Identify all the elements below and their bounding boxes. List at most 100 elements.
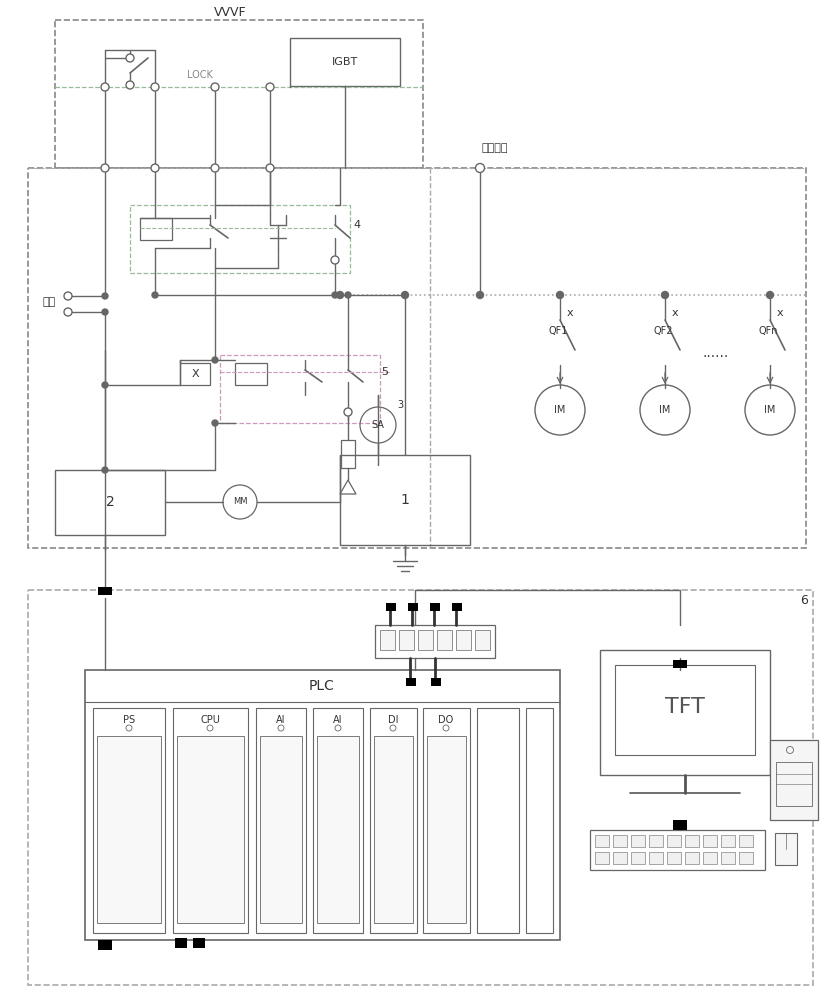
Circle shape bbox=[344, 408, 352, 416]
Circle shape bbox=[402, 292, 408, 298]
Bar bbox=[28, 590, 813, 985]
Text: 内控: 内控 bbox=[42, 297, 56, 307]
Bar bbox=[649, 835, 663, 847]
Bar bbox=[667, 835, 681, 847]
Text: 1: 1 bbox=[401, 493, 409, 507]
Circle shape bbox=[151, 164, 159, 172]
Text: 4: 4 bbox=[354, 220, 360, 230]
Bar bbox=[370, 708, 417, 933]
Circle shape bbox=[64, 292, 72, 300]
Text: x: x bbox=[777, 308, 784, 318]
Circle shape bbox=[556, 292, 564, 298]
Text: AI: AI bbox=[334, 715, 343, 725]
Bar bbox=[55, 20, 423, 168]
Circle shape bbox=[211, 164, 219, 172]
Bar bbox=[673, 820, 687, 830]
Bar bbox=[423, 708, 470, 933]
Circle shape bbox=[332, 292, 338, 298]
Bar bbox=[28, 168, 806, 548]
Text: 控制电源: 控制电源 bbox=[481, 143, 508, 153]
Bar bbox=[408, 603, 418, 611]
Text: QF2: QF2 bbox=[653, 326, 672, 336]
Bar bbox=[721, 835, 735, 847]
Circle shape bbox=[102, 382, 108, 388]
Text: ......: ...... bbox=[703, 346, 729, 360]
Text: LOCK: LOCK bbox=[187, 70, 213, 80]
Bar bbox=[427, 736, 466, 923]
Text: 2: 2 bbox=[105, 495, 115, 509]
Circle shape bbox=[476, 163, 485, 172]
Bar bbox=[526, 708, 553, 933]
Bar bbox=[685, 852, 699, 864]
Text: QFn: QFn bbox=[758, 326, 778, 336]
Text: 5: 5 bbox=[382, 367, 388, 377]
Circle shape bbox=[212, 357, 218, 363]
Text: IM: IM bbox=[554, 405, 566, 415]
Bar bbox=[452, 603, 462, 611]
Bar bbox=[739, 835, 753, 847]
Bar bbox=[456, 630, 471, 650]
Text: 3: 3 bbox=[397, 400, 403, 410]
Bar bbox=[595, 852, 609, 864]
Text: IM: IM bbox=[659, 405, 671, 415]
Text: VVVF: VVVF bbox=[213, 6, 247, 19]
Bar bbox=[97, 736, 161, 923]
Bar bbox=[93, 708, 165, 933]
Bar bbox=[180, 363, 210, 385]
Bar bbox=[590, 830, 765, 870]
Bar bbox=[631, 835, 645, 847]
Text: TFT: TFT bbox=[665, 697, 705, 717]
Bar bbox=[437, 630, 452, 650]
Bar bbox=[98, 587, 112, 595]
Bar bbox=[140, 218, 172, 240]
Bar bbox=[399, 630, 414, 650]
Bar bbox=[175, 938, 187, 948]
Bar bbox=[375, 625, 495, 658]
Bar bbox=[475, 630, 490, 650]
Circle shape bbox=[211, 83, 219, 91]
Bar bbox=[85, 670, 560, 940]
Bar bbox=[313, 708, 363, 933]
Bar bbox=[615, 665, 755, 755]
Bar bbox=[340, 455, 470, 545]
Bar bbox=[386, 603, 396, 611]
Circle shape bbox=[101, 164, 109, 172]
Bar bbox=[98, 940, 112, 950]
Text: PLC: PLC bbox=[309, 679, 335, 693]
Bar bbox=[193, 938, 205, 948]
Bar bbox=[418, 630, 433, 650]
Text: DI: DI bbox=[388, 715, 398, 725]
Bar bbox=[290, 38, 400, 86]
Bar bbox=[685, 835, 699, 847]
Bar bbox=[703, 852, 717, 864]
Bar bbox=[739, 852, 753, 864]
Text: SA: SA bbox=[372, 420, 384, 430]
Bar bbox=[431, 678, 441, 686]
Bar bbox=[260, 736, 302, 923]
Circle shape bbox=[102, 309, 108, 315]
Bar bbox=[55, 470, 165, 535]
Circle shape bbox=[345, 292, 351, 298]
Text: IM: IM bbox=[764, 405, 776, 415]
Circle shape bbox=[390, 725, 396, 731]
Circle shape bbox=[151, 83, 159, 91]
Bar bbox=[595, 835, 609, 847]
Bar bbox=[770, 740, 818, 820]
Bar bbox=[220, 355, 380, 423]
Text: x: x bbox=[671, 308, 678, 318]
Text: DO: DO bbox=[438, 715, 454, 725]
Circle shape bbox=[102, 467, 108, 473]
Bar bbox=[631, 852, 645, 864]
Bar bbox=[673, 660, 687, 668]
Text: X: X bbox=[191, 369, 199, 379]
Bar bbox=[477, 708, 519, 933]
Circle shape bbox=[476, 292, 484, 298]
Circle shape bbox=[64, 308, 72, 316]
Text: AI: AI bbox=[276, 715, 286, 725]
Bar bbox=[235, 363, 267, 385]
Circle shape bbox=[102, 293, 108, 299]
Circle shape bbox=[126, 54, 134, 62]
Circle shape bbox=[266, 83, 274, 91]
Circle shape bbox=[101, 83, 109, 91]
Bar bbox=[380, 630, 395, 650]
